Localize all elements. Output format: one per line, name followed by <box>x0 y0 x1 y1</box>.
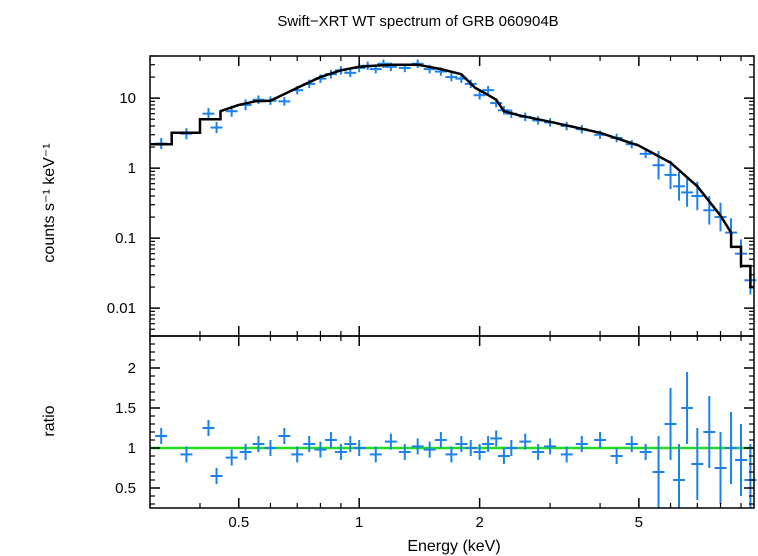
ratio-data-point <box>314 441 327 458</box>
ratio-data-point <box>398 444 411 460</box>
ratio-data-point <box>610 448 623 464</box>
x-tick-label: 0.5 <box>228 514 249 531</box>
spectrum-data-point <box>202 108 215 120</box>
y-tick-label: 2 <box>128 360 136 377</box>
ratio-data-point <box>639 444 652 460</box>
y-tick-label: 10 <box>119 90 136 107</box>
ratio-data-point <box>455 436 468 452</box>
ratio-data-point <box>411 438 424 455</box>
ratio-data-point <box>434 432 447 448</box>
ratio-data-point <box>353 440 366 456</box>
ratio-data-point <box>560 446 573 463</box>
ratio-data-point <box>652 436 665 508</box>
ratio-data-point <box>725 412 738 484</box>
ratio-data-point <box>703 396 716 468</box>
ratio-data-point <box>473 444 486 460</box>
ratio-plot-area <box>150 372 757 508</box>
ratio-data-point <box>625 436 638 452</box>
model-curve <box>150 63 754 289</box>
ratio-data-point <box>369 446 382 463</box>
ratio-data-point <box>445 446 458 463</box>
spectrum-data-point <box>473 90 486 100</box>
ratio-data-point <box>464 440 477 456</box>
x-tick-label: 5 <box>635 514 643 531</box>
spectrum-data-point <box>673 172 685 201</box>
ratio-frame <box>149 335 755 509</box>
ratio-data-point <box>225 449 238 466</box>
ratio-data-point <box>575 436 588 452</box>
y-tick-label: 1 <box>128 160 136 177</box>
ratio-data-point <box>505 440 518 456</box>
ratio-data-point <box>482 436 495 452</box>
spectrum-data-point <box>639 149 652 159</box>
y-tick-label: 1 <box>128 440 136 457</box>
ratio-data-point <box>239 444 252 460</box>
y-tick-label: 0.1 <box>115 230 136 247</box>
spectrum-plot-area <box>150 59 757 295</box>
ratio-data-point <box>691 428 704 500</box>
ratio-data-point <box>210 468 223 484</box>
spectrum-data-point <box>445 72 458 82</box>
spectrum-data-point <box>664 160 677 190</box>
ratio-data-point <box>544 438 557 455</box>
spectrum-data-point <box>681 178 694 207</box>
ratio-data-point <box>324 432 337 448</box>
chart-title: Swift−XRT WT spectrum of GRB 060904B <box>277 13 558 30</box>
y-tick-label: 0.5 <box>115 480 136 497</box>
x-tick-label: 2 <box>475 514 483 531</box>
ratio-data-point <box>278 428 291 444</box>
bottom-y-axis-label: ratio <box>41 405 58 436</box>
ratio-data-point <box>303 436 316 452</box>
top-y-axis-label: counts s⁻¹ keV⁻¹ <box>41 143 58 262</box>
axes-frames: 0.5 1 2 5 10 1 0.1 0.01 2 1.5 1 0.5 <box>107 55 755 531</box>
spectrum-data-point <box>278 97 291 106</box>
spectrum-data-point <box>210 122 223 134</box>
ratio-data-point <box>291 446 304 463</box>
y-tick-label: 0.01 <box>107 300 136 317</box>
spectrum-frame <box>149 55 755 337</box>
ratio-data-point <box>664 388 677 460</box>
ratio-data-point <box>497 448 510 464</box>
ratio-data-point <box>594 432 607 448</box>
spectrum-data-point <box>482 85 495 95</box>
y-tick-label: 1.5 <box>115 400 136 417</box>
spectrum-data-point <box>344 68 357 78</box>
ratio-data-point <box>202 420 215 436</box>
ratio-data-point <box>384 433 397 450</box>
ratio-data-point <box>532 444 545 460</box>
ratio-data-point <box>180 446 193 463</box>
ratio-data-point <box>252 436 265 452</box>
ratio-data-point <box>673 444 685 508</box>
ratio-data-point <box>735 424 747 496</box>
ratio-data-point <box>681 372 694 444</box>
ratio-data-point <box>490 430 503 447</box>
ratio-data-point <box>714 432 727 504</box>
ratio-data-point <box>519 433 532 450</box>
ratio-data-point <box>334 444 347 460</box>
ratio-data-point <box>423 441 436 458</box>
x-axis-label: Energy (keV) <box>407 538 500 555</box>
spectrum-data-point <box>252 95 265 104</box>
ratio-data-point <box>344 436 357 452</box>
ratio-data-point <box>155 428 168 444</box>
ratio-data-point <box>264 440 277 456</box>
x-tick-label: 1 <box>355 514 363 531</box>
